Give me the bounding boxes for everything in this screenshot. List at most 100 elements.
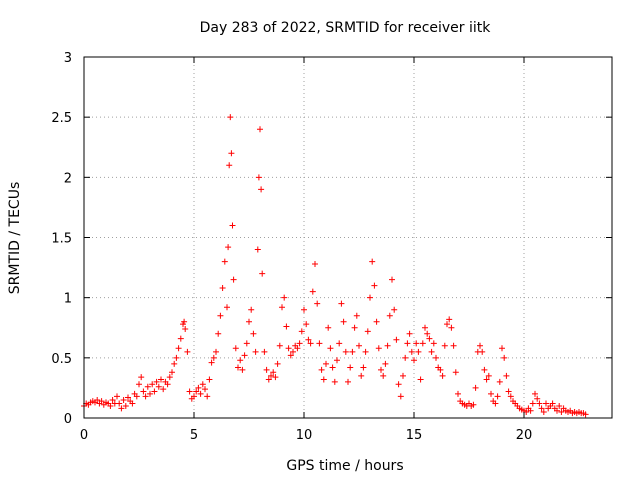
- data-point: [305, 336, 312, 343]
- data-point: [558, 408, 565, 415]
- data-point: [182, 325, 189, 332]
- data-point: [250, 330, 257, 337]
- data-point: [367, 294, 373, 301]
- data-point: [164, 381, 171, 388]
- data-point: [225, 244, 232, 251]
- data-point: [320, 376, 327, 383]
- data-point: [507, 393, 514, 400]
- data-point: [413, 340, 420, 347]
- data-point: [193, 388, 200, 395]
- data-point: [441, 342, 448, 349]
- data-point: [373, 318, 380, 325]
- chart-title: Day 283 of 2022, SRMTID for receiver iit…: [200, 20, 492, 36]
- data-point: [213, 348, 219, 355]
- data-point: [219, 285, 226, 292]
- data-point: [259, 270, 266, 277]
- data-point: [505, 388, 512, 395]
- data-point: [503, 372, 510, 379]
- data-point: [237, 357, 244, 364]
- y-tick-label: 0.5: [51, 352, 72, 367]
- data-point: [549, 400, 556, 407]
- data-point: [166, 374, 173, 381]
- data-point: [391, 306, 398, 313]
- data-point: [125, 394, 131, 401]
- data-point: [496, 378, 503, 385]
- data-point: [144, 383, 151, 390]
- data-point: [384, 342, 391, 349]
- data-point: [329, 364, 336, 371]
- data-point: [582, 411, 589, 418]
- x-tick-labels: 0 5 10 15 20: [80, 428, 532, 443]
- data-point: [479, 348, 486, 355]
- data-point: [147, 390, 153, 397]
- data-point: [186, 388, 193, 395]
- data-point: [298, 328, 305, 335]
- data-point: [149, 381, 156, 388]
- data-point: [397, 393, 404, 400]
- data-point: [232, 345, 239, 352]
- data-point: [272, 374, 279, 381]
- data-point: [411, 357, 417, 364]
- data-point: [181, 318, 188, 325]
- data-point: [556, 402, 563, 409]
- data-point: [378, 366, 384, 373]
- data-point: [114, 393, 120, 400]
- data-point: [217, 312, 224, 319]
- data-point: [294, 345, 301, 352]
- data-point: [532, 390, 538, 397]
- y-tick-label: 3: [64, 51, 72, 66]
- data-point: [252, 348, 259, 355]
- data-point: [202, 386, 208, 393]
- data-point: [488, 390, 494, 397]
- y-tick-label: 1.5: [51, 232, 72, 247]
- data-point: [118, 405, 125, 412]
- data-point: [318, 366, 325, 373]
- data-point: [356, 342, 362, 349]
- data-point: [133, 393, 140, 400]
- data-point: [226, 162, 233, 169]
- data-point: [430, 340, 437, 347]
- data-point: [325, 324, 332, 331]
- data-point: [140, 388, 147, 395]
- data-point: [360, 364, 367, 371]
- data-point: [406, 330, 413, 337]
- data-point: [439, 372, 446, 379]
- data-point: [523, 408, 530, 415]
- data-point: [331, 378, 338, 385]
- data-point: [433, 354, 439, 361]
- data-point: [314, 300, 321, 307]
- data-point: [270, 369, 277, 376]
- data-point: [197, 390, 204, 397]
- data-point: [261, 348, 268, 355]
- data-point: [258, 186, 265, 193]
- data-point: [204, 393, 211, 400]
- data-point: [492, 400, 499, 407]
- data-point: [210, 354, 217, 361]
- data-point: [255, 174, 262, 181]
- data-point: [279, 304, 285, 311]
- data-point: [290, 348, 296, 355]
- data-point: [499, 345, 505, 352]
- data-point: [419, 340, 426, 347]
- data-point: [248, 306, 255, 313]
- data-point: [120, 396, 127, 403]
- axis-ticks: [83, 56, 612, 419]
- data-point: [444, 321, 450, 328]
- data-point: [228, 150, 235, 157]
- data-point: [375, 345, 382, 352]
- data-point: [107, 402, 114, 409]
- data-point: [191, 393, 197, 400]
- data-point: [470, 401, 477, 408]
- data-point: [353, 312, 360, 319]
- data-point: [340, 318, 347, 325]
- data-point: [380, 372, 387, 379]
- data-point: [227, 114, 234, 121]
- data-point: [235, 364, 241, 371]
- data-point: [345, 378, 351, 385]
- grid: [84, 57, 612, 418]
- data-point: [323, 360, 329, 367]
- y-tick-label: 2: [64, 171, 72, 186]
- data-point: [446, 316, 453, 323]
- data-point: [477, 342, 483, 349]
- data-points: [81, 114, 589, 418]
